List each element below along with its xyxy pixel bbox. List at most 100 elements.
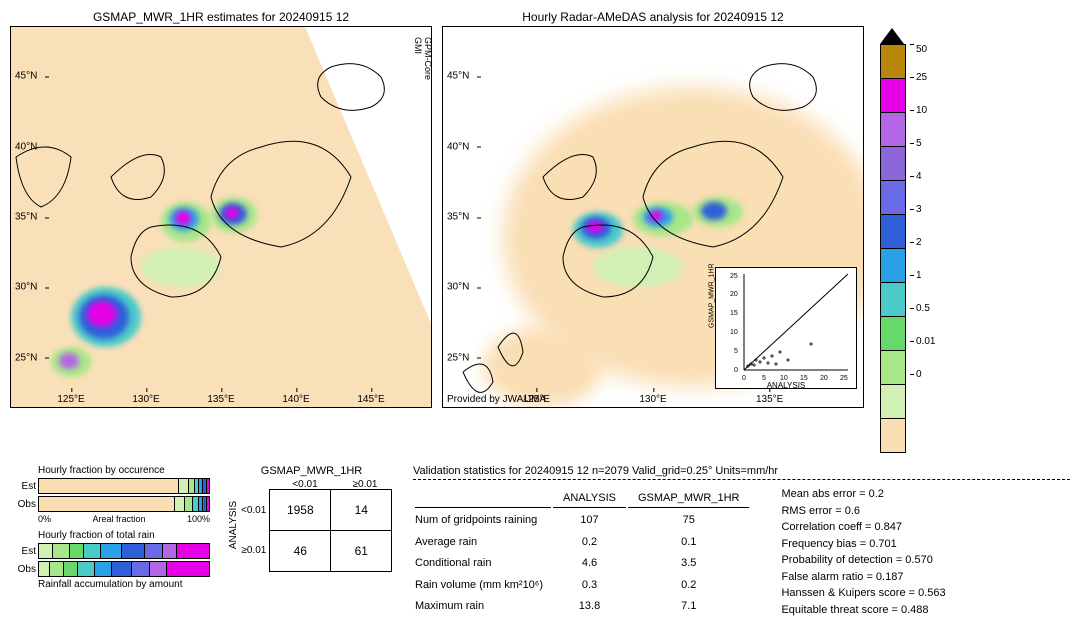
validation-title: Validation statistics for 20240915 12 n=… <box>413 465 1070 477</box>
metric-line: RMS error = 0.6 <box>781 503 945 520</box>
fraction-segment <box>177 544 209 558</box>
row-value: 4.6 <box>553 553 626 573</box>
colorbar-cells <box>880 44 906 453</box>
ct-row-1: ≥0.01 <box>241 530 270 570</box>
row-value: 7.1 <box>628 596 749 616</box>
colorbar-cell <box>881 248 905 282</box>
fraction-segment <box>78 562 95 576</box>
xtick: 125°E <box>57 394 84 405</box>
right-map-frame: 0510 152025 0510 152025 ANALYSIS GSMAP_M… <box>442 26 864 408</box>
occurrence-title: Hourly fraction by occurence <box>38 465 210 476</box>
scale-mid: Areal fraction <box>92 514 145 524</box>
contingency-cells: 1958 14 46 61 <box>270 490 392 572</box>
occurrence-scale: 0% Areal fraction 100% <box>38 514 210 524</box>
colorbar-cell <box>881 180 905 214</box>
colorbar-cell <box>881 384 905 418</box>
fraction-segment <box>39 562 50 576</box>
colorbar-tick: 50 <box>910 44 935 61</box>
colorbar-tick: 4 <box>910 160 935 193</box>
contingency-title: GSMAP_MWR_1HR <box>228 465 395 477</box>
colorbar-cell <box>881 112 905 146</box>
table-row: Average rain0.20.1 <box>415 532 749 552</box>
fraction-segment <box>84 544 101 558</box>
fraction-segment <box>39 479 179 493</box>
svg-text:20: 20 <box>730 291 738 298</box>
colorbar-tick: 0 <box>910 358 935 391</box>
validation-rule <box>413 479 1070 480</box>
fraction-segment <box>145 544 162 558</box>
left-map-panel: GSMAP_MWR_1HR estimates for 20240915 12 <box>10 10 432 408</box>
xtick: 130°E <box>639 394 666 405</box>
fraction-segment <box>70 544 84 558</box>
ytick: 45°N <box>15 71 37 82</box>
fraction-segment <box>95 562 112 576</box>
fraction-segment <box>179 479 188 493</box>
colorbar-tick: 10 <box>910 94 935 127</box>
table-row: Num of gridpoints raining10775 <box>415 510 749 530</box>
row-value: 0.2 <box>628 575 749 595</box>
colorbar: 502510543210.50.010 <box>880 28 935 453</box>
table-row: Conditional rain4.63.5 <box>415 553 749 573</box>
bottom-row: Hourly fraction by occurence Est Obs 0% … <box>10 465 1070 618</box>
ytick: 25°N <box>15 352 37 363</box>
ct-cell-11: 61 <box>330 530 392 572</box>
row-value: 0.3 <box>553 575 626 595</box>
right-map-panel: Hourly Radar-AMeDAS analysis for 2024091… <box>442 10 864 408</box>
svg-text:0: 0 <box>734 367 738 374</box>
colorbar-cell <box>881 418 905 452</box>
fraction-segment <box>167 562 209 576</box>
occurrence-obs-bar <box>38 496 210 512</box>
row-label: Conditional rain <box>415 553 551 573</box>
satellite-label: GPM-CoreGMI <box>413 37 432 80</box>
ytick: 25°N <box>447 352 469 363</box>
svg-text:5: 5 <box>734 348 738 355</box>
inset-ylabel: GSMAP_MWR_1HR <box>709 263 716 328</box>
fraction-segment <box>53 544 70 558</box>
est-label: Est <box>10 481 38 492</box>
fraction-segment <box>207 479 209 493</box>
left-map-frame: GPM-CoreGMI 45°N40°N35°N30°N25°N125°E130… <box>10 26 432 408</box>
colorbar-cell <box>881 214 905 248</box>
scatter-inset: 0510 152025 0510 152025 ANALYSIS GSMAP_M… <box>715 267 857 389</box>
ct-cell-00: 1958 <box>269 489 331 531</box>
contingency-ylabel: ANALYSIS <box>228 501 239 549</box>
colorbar-cell <box>881 316 905 350</box>
coastline-left <box>11 27 431 407</box>
row-label: Maximum rain <box>415 596 551 616</box>
obs-label: Obs <box>10 499 38 510</box>
ytick: 30°N <box>447 282 469 293</box>
svg-text:25: 25 <box>730 273 738 280</box>
validation-table: ANALYSIS GSMAP_MWR_1HR Num of gridpoints… <box>413 486 751 618</box>
total-obs-bar <box>38 561 210 577</box>
fraction-segment <box>150 562 167 576</box>
metric-line: Hanssen & Kuipers score = 0.563 <box>781 585 945 602</box>
table-row: Rain volume (mm km²10⁶)0.30.2 <box>415 575 749 595</box>
fraction-segment <box>39 544 53 558</box>
est-label: Est <box>10 546 38 557</box>
ytick: 35°N <box>447 212 469 223</box>
row-value: 13.8 <box>553 596 626 616</box>
row-label: Rain volume (mm km²10⁶) <box>415 575 551 595</box>
metric-line: False alarm ratio = 0.187 <box>781 569 945 586</box>
row-value: 0.1 <box>628 532 749 552</box>
fraction-segment <box>132 562 149 576</box>
colorbar-cell <box>881 282 905 316</box>
validation-block: Validation statistics for 20240915 12 n=… <box>413 465 1070 618</box>
top-row: GSMAP_MWR_1HR estimates for 20240915 12 <box>10 10 1070 453</box>
metric-line: Mean abs error = 0.2 <box>781 486 945 503</box>
fraction-segment <box>122 544 146 558</box>
vt-h2: GSMAP_MWR_1HR <box>628 488 749 508</box>
ytick: 45°N <box>447 71 469 82</box>
metric-line: Correlation coeff = 0.847 <box>781 519 945 536</box>
colorbar-tick: 2 <box>910 226 935 259</box>
ct-row-0: <0.01 <box>241 490 270 530</box>
row-value: 3.5 <box>628 553 749 573</box>
right-map-title: Hourly Radar-AMeDAS analysis for 2024091… <box>442 10 864 24</box>
ytick: 35°N <box>15 212 37 223</box>
xtick: 130°E <box>132 394 159 405</box>
colorbar-cell <box>881 350 905 384</box>
row-value: 0.2 <box>553 532 626 552</box>
left-map-title: GSMAP_MWR_1HR estimates for 20240915 12 <box>10 10 432 24</box>
contingency-row-headers: <0.01 ≥0.01 <box>241 490 270 572</box>
fraction-segment <box>64 562 78 576</box>
